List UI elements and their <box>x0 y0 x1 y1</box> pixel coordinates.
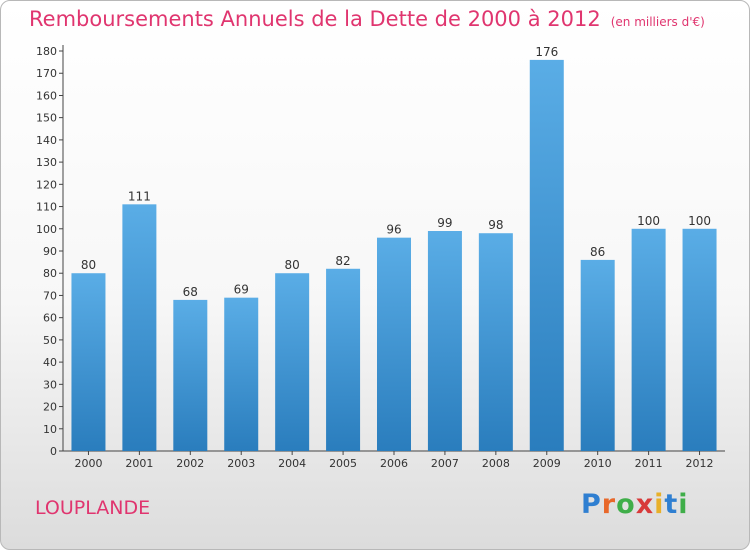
x-tick-label: 2002 <box>176 457 204 470</box>
bar-2003 <box>224 297 259 451</box>
y-tick-label: 50 <box>43 334 57 347</box>
y-tick-label: 10 <box>43 423 57 436</box>
y-tick-label: 110 <box>36 201 57 214</box>
bar-2000 <box>71 273 106 451</box>
title-text: Remboursements Annuels de la Dette de 20… <box>29 7 601 31</box>
value-label-2006: 96 <box>386 223 401 237</box>
bar-2008 <box>478 233 513 451</box>
y-tick-label: 60 <box>43 312 57 325</box>
chart-axes: 0 10 20 30 40 50 60 70 80 90 100 110 120 130 140 150 160… <box>36 45 725 470</box>
bar-2002 <box>173 299 208 451</box>
y-tick-label: 140 <box>36 134 57 147</box>
bar-2011 <box>631 228 666 451</box>
value-label-2005: 82 <box>335 254 350 268</box>
value-label-2008: 98 <box>488 218 503 232</box>
x-tick-label: 2000 <box>74 457 102 470</box>
value-label-2003: 69 <box>234 283 249 297</box>
x-tick-label: 2003 <box>227 457 255 470</box>
value-label-2001: 111 <box>128 189 151 203</box>
x-tick-label: 2011 <box>635 457 663 470</box>
chart-title: Remboursements Annuels de la Dette de 20… <box>29 7 705 31</box>
y-tick-label: 180 <box>36 45 57 58</box>
bar-2007 <box>427 231 462 451</box>
commune-name: LOUPLANDE <box>35 497 151 519</box>
bar-series <box>71 59 717 452</box>
logo-letter: i <box>678 489 689 520</box>
y-tick-label: 0 <box>50 445 57 458</box>
value-label-2004: 80 <box>285 258 300 272</box>
value-label-2002: 68 <box>183 285 198 299</box>
bar-2009 <box>529 59 564 452</box>
y-tick-label: 20 <box>43 401 57 414</box>
logo-letter: r <box>601 489 617 520</box>
logo-letter: P <box>581 489 602 520</box>
value-label-2007: 99 <box>437 216 452 230</box>
x-tick-label: 2007 <box>431 457 459 470</box>
y-tick-label: 160 <box>36 89 57 102</box>
data-labels: 80 111 68 69 80 82 96 99 98 176 86 100 100 <box>81 45 711 299</box>
logo-letter: i <box>654 489 665 520</box>
x-tick-label: 2010 <box>584 457 612 470</box>
y-tick-label: 150 <box>36 112 57 125</box>
x-tick-label: 2001 <box>125 457 153 470</box>
x-tick-label: 2008 <box>482 457 510 470</box>
x-tick-label: 2006 <box>380 457 408 470</box>
value-label-2010: 86 <box>590 245 605 259</box>
bar-2012 <box>682 228 717 451</box>
y-tick-label: 30 <box>43 378 57 391</box>
bar-2006 <box>377 237 411 451</box>
y-tick-label: 40 <box>43 356 57 369</box>
x-tick-label: 2012 <box>686 457 714 470</box>
y-tick-label: 70 <box>43 289 57 302</box>
y-tick-label: 90 <box>43 245 57 258</box>
unit-note: (en milliers d'€) <box>610 15 705 29</box>
bar-2010 <box>580 259 615 451</box>
y-tick-label: 130 <box>36 156 57 169</box>
proxiti-logo[interactable]: Proxiti <box>581 489 689 520</box>
logo-letter: t <box>664 489 679 520</box>
value-label-2011: 100 <box>637 214 660 228</box>
y-tick-label: 170 <box>36 67 57 80</box>
y-tick-label: 80 <box>43 267 57 280</box>
x-tick-label: 2009 <box>533 457 561 470</box>
value-label-2009: 176 <box>535 45 558 59</box>
x-tick-label: 2004 <box>278 457 306 470</box>
logo-letter: o <box>616 489 636 520</box>
value-label-2012: 100 <box>688 214 711 228</box>
bar-2001 <box>122 204 157 451</box>
y-tick-label: 120 <box>36 178 57 191</box>
bar-2005 <box>326 268 361 451</box>
logo-letter: x <box>635 489 655 520</box>
bar-2004 <box>275 273 310 451</box>
x-tick-label: 2005 <box>329 457 357 470</box>
y-tick-label: 100 <box>36 223 57 236</box>
value-label-2000: 80 <box>81 258 96 272</box>
